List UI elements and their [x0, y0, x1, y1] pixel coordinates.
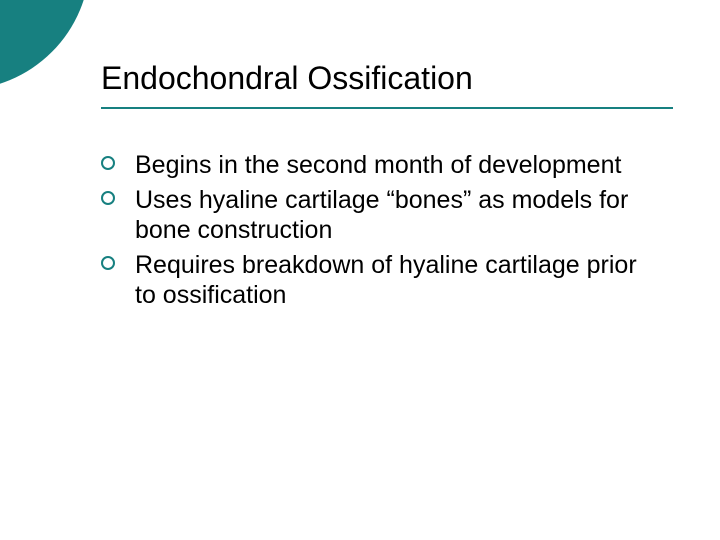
list-item: Uses hyaline cartilage “bones” as models… [101, 185, 661, 246]
corner-decoration [0, 0, 90, 90]
bullet-text: Begins in the second month of developmen… [135, 151, 621, 179]
slide-title: Endochondral Ossification [101, 60, 661, 109]
body-block: Begins in the second month of developmen… [101, 150, 661, 315]
title-underline [101, 107, 673, 109]
slide: Endochondral Ossification Begins in the … [0, 0, 720, 540]
bullet-icon [101, 156, 115, 170]
list-item: Begins in the second month of developmen… [101, 150, 661, 181]
title-block: Endochondral Ossification [101, 60, 661, 109]
bullet-icon [101, 191, 115, 205]
list-item: Requires breakdown of hyaline cartilage … [101, 250, 661, 311]
bullet-text: Uses hyaline cartilage “bones” as models… [135, 186, 628, 245]
bullet-list: Begins in the second month of developmen… [101, 150, 661, 311]
bullet-icon [101, 256, 115, 270]
bullet-text: Requires breakdown of hyaline cartilage … [135, 251, 637, 310]
